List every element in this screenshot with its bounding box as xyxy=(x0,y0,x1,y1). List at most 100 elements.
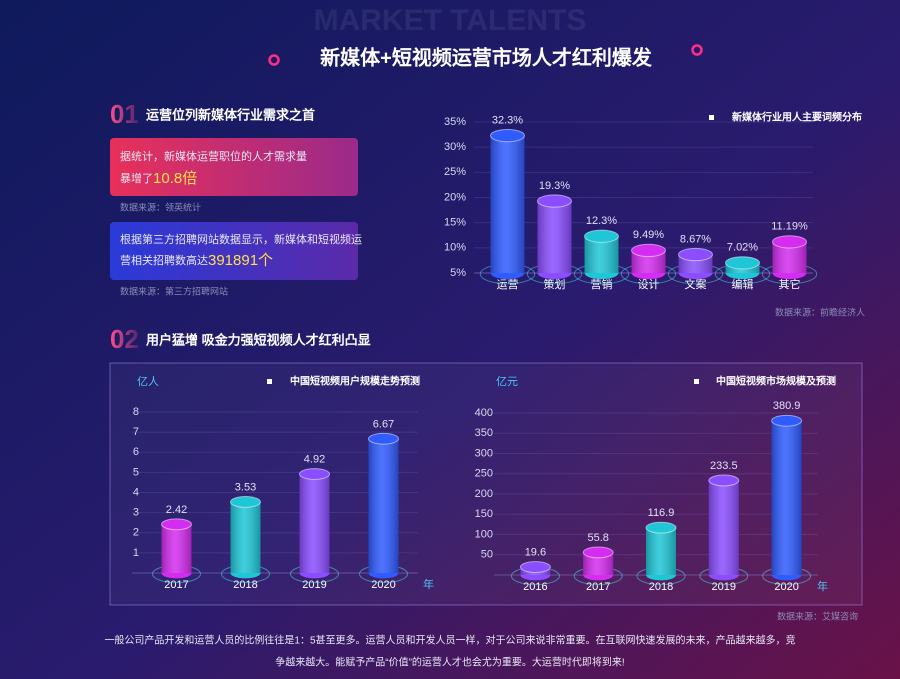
y-tick-label: 10% xyxy=(444,242,466,254)
x-tick-label: 2019 xyxy=(302,579,326,591)
value-label: 19.6 xyxy=(525,547,546,559)
footer-text: 争越来越大。能赋予产品“价值”的运营人才也会尤为重要。大运营时代即将到来! xyxy=(275,656,624,669)
watermark: MARKET TALENTS xyxy=(314,4,587,37)
bar-shade xyxy=(537,201,572,273)
section-heading: 用户猛增 吸金力强短视频人才红利凸显 xyxy=(145,332,371,347)
bar-cap xyxy=(161,518,192,531)
bar xyxy=(490,128,525,280)
bar-cap xyxy=(771,414,803,427)
y-tick-label: 400 xyxy=(475,407,493,419)
bar-shade xyxy=(771,420,802,575)
card-text: 暴增了10.8倍 xyxy=(120,170,197,187)
bar xyxy=(771,414,803,581)
bar-cap xyxy=(490,128,525,143)
legend-label: 中国短视频市场规模及预测 xyxy=(716,375,836,388)
card-text: 营相关招聘数高达391891个 xyxy=(120,252,273,269)
bar xyxy=(678,247,713,280)
x-tick-label: 2019 xyxy=(712,581,736,593)
y-tick-label: 2 xyxy=(133,527,139,539)
y-unit: 亿人 xyxy=(137,375,159,388)
bar-cap xyxy=(230,496,261,508)
bar-cap xyxy=(708,474,740,487)
y-tick-label: 4 xyxy=(133,486,139,498)
source: 数据来源：领英统计 xyxy=(120,201,201,212)
value-label: 32.3% xyxy=(492,114,523,126)
y-tick-label: 15% xyxy=(444,217,466,229)
x-tick-label: 2018 xyxy=(649,581,673,593)
y-tick-label: 150 xyxy=(475,508,493,520)
bar xyxy=(519,561,551,581)
x-tick-label: 2018 xyxy=(233,579,257,591)
bar-cap xyxy=(584,229,619,243)
y-tick-label: 250 xyxy=(475,468,493,480)
section-number: 01 xyxy=(110,99,139,129)
y-tick-label: 6 xyxy=(133,446,139,458)
bar xyxy=(631,243,666,280)
y-tick-label: 30% xyxy=(444,141,466,153)
bar xyxy=(537,194,572,280)
source: 数据来源：第三方招聘网站 xyxy=(120,285,228,296)
y-tick-label: 20% xyxy=(444,191,466,203)
value-label: 11.19% xyxy=(771,221,808,233)
legend-swatch xyxy=(709,115,714,120)
y-tick-label: 8 xyxy=(133,406,139,418)
bar xyxy=(708,474,740,581)
bar-cap xyxy=(519,561,551,573)
value-label: 12.3% xyxy=(586,215,617,227)
card-text: 营相关招聘数高达 xyxy=(120,253,208,267)
title-dot xyxy=(691,44,703,56)
bar xyxy=(299,468,330,579)
value-label: 8.67% xyxy=(680,233,711,245)
bar-shade xyxy=(230,501,261,573)
bar xyxy=(725,256,760,280)
card-text: 暴增了 xyxy=(120,171,153,185)
x-tick-label: 2016 xyxy=(523,581,547,593)
value-label: 380.9 xyxy=(773,400,801,412)
y-tick-label: 350 xyxy=(475,427,493,439)
y-tick-label: 100 xyxy=(475,528,493,540)
y-tick-label: 50 xyxy=(481,549,493,561)
value-label: 7.02% xyxy=(727,242,758,254)
y-tick-label: 25% xyxy=(444,166,466,178)
y-tick-label: 5% xyxy=(450,267,466,279)
card xyxy=(110,138,358,196)
value-label: 6.67 xyxy=(373,418,394,430)
card-highlight: 10.8倍 xyxy=(153,170,197,187)
value-label: 55.8 xyxy=(587,532,608,544)
y-tick-label: 3 xyxy=(133,507,139,519)
bar-cap xyxy=(368,432,399,445)
bar-shade xyxy=(299,473,330,573)
source: 数据来源：前瞻经济人 xyxy=(775,306,865,317)
bar-shade xyxy=(583,552,614,575)
value-label: 9.49% xyxy=(633,229,664,241)
bar-cap xyxy=(645,521,677,534)
card-text: 根据第三方招聘网站数据显示，新媒体和短视频运 xyxy=(120,232,362,246)
title: 新媒体+短视频运营市场人才红利爆发 xyxy=(320,45,653,69)
bar-shade xyxy=(646,527,676,575)
bar-cap xyxy=(582,546,614,559)
bar-cap xyxy=(678,247,713,262)
value-label: 4.92 xyxy=(304,453,325,465)
x-tick-label: 2020 xyxy=(774,581,798,593)
bar-shade xyxy=(161,524,192,573)
x-tick-label: 2020 xyxy=(371,579,395,591)
x-tick-label: 设计 xyxy=(638,278,660,291)
bar-cap xyxy=(537,194,572,208)
y-tick-label: 200 xyxy=(475,488,493,500)
bar-shade xyxy=(708,480,739,575)
y-tick-label: 1 xyxy=(133,547,139,559)
y-tick-label: 7 xyxy=(133,426,139,438)
section-number: 02 xyxy=(110,324,139,354)
y-tick-label: 5 xyxy=(133,466,139,478)
legend-swatch xyxy=(267,379,272,384)
bar-shade xyxy=(368,438,399,573)
section-heading: 运营位列新媒体行业需求之首 xyxy=(146,107,315,122)
bar xyxy=(584,229,619,280)
bar-shade xyxy=(490,135,525,273)
card xyxy=(110,222,358,280)
card-highlight: 391891个 xyxy=(208,252,273,269)
bar xyxy=(645,521,677,581)
bar xyxy=(582,546,614,581)
footer-text: 一般公司产品开发和运营人员的比例往往是1：5甚至更多。运营人员和开发人员一样，对… xyxy=(104,634,795,647)
